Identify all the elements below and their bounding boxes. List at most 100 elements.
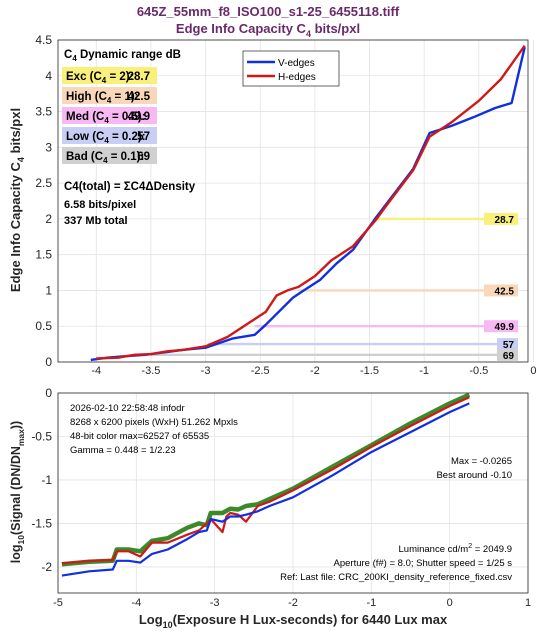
info-reference: Ref: Last file: CRC_200KI_density_refere… bbox=[280, 572, 512, 583]
top-ylabel-main: Edge Info Capacity C bbox=[8, 161, 23, 292]
dr-row-value: 42.5 bbox=[128, 91, 151, 103]
top-plot-frame bbox=[57, 39, 529, 363]
legend-h-edges-label: H-edges bbox=[278, 72, 316, 83]
series-line-h-edges bbox=[96, 45, 526, 360]
dr-row-low: Low (C4 = 0.2): bbox=[66, 131, 146, 145]
bottom-y-axis-label: log10(Signal (DN/DNmax)) bbox=[9, 421, 26, 563]
top-y-tick-label: 4 bbox=[45, 69, 52, 83]
dr-row-bad: Bad (C4 = 0.1): bbox=[66, 151, 144, 165]
info-best: Best around -0.10 bbox=[436, 470, 512, 481]
top-y-tick-label: 3.5 bbox=[35, 105, 52, 119]
info-datetime: 2026-02-10 22:58:48 infodr bbox=[70, 403, 185, 414]
bottom-x-tick-label: 1 bbox=[525, 597, 531, 609]
info-luminance-value: = 2049.9 bbox=[472, 544, 512, 555]
top-y-tick-label: 0.5 bbox=[35, 319, 52, 333]
info-pixels: 8268 x 6200 pixels (WxH) 51.262 Mpxls bbox=[70, 417, 238, 428]
figure-title-line2-post: bits/pxl bbox=[311, 21, 360, 36]
summary-total-mb: 337 Mb total bbox=[64, 215, 128, 227]
top-x-tick-label: -1.5 bbox=[360, 365, 379, 377]
reference-label: 49.9 bbox=[495, 322, 515, 333]
bottom-x-tick-label: -3 bbox=[210, 597, 220, 609]
reference-label-bg bbox=[497, 338, 518, 351]
info-aperture: Aperture (f#) = 8.0; Shutter speed = 1/2… bbox=[334, 558, 513, 569]
bottom-series bbox=[61, 392, 471, 577]
bottom-series-line-v_edges bbox=[61, 402, 470, 577]
top-series bbox=[90, 45, 526, 362]
reference-label-bg bbox=[484, 212, 518, 225]
top-legend: V-edges H-edges bbox=[242, 50, 340, 87]
bottom-chart-panel: -5 -4 -3 -2 -1 0 1 -2 -1.5 -1 -0.5 0 2026-02-10 22:… bbox=[9, 386, 531, 630]
info-color-depth: 48-bit color max=62527 of 65535 bbox=[70, 431, 209, 442]
reference-label-bg bbox=[484, 284, 518, 297]
top-x-tick-label: -3 bbox=[201, 365, 211, 377]
bottom-x-tick-label: -1 bbox=[366, 597, 376, 609]
bottom-ylabel-mid: (Signal (DN/DN bbox=[9, 446, 23, 535]
top-y-tick-label: 2.5 bbox=[35, 176, 52, 190]
dr-heading-c: C bbox=[64, 49, 72, 61]
dr-row-value: 69 bbox=[137, 151, 150, 163]
bottom-xlabel-post: (Exposure H Lux-seconds) for 6440 Lux ma… bbox=[173, 612, 448, 627]
figure-title-line2-main: Edge Info Capacity C bbox=[176, 21, 307, 36]
bottom-tick-labels: -5 -4 -3 -2 -1 0 1 -2 -1.5 -1 -0.5 0 bbox=[31, 386, 531, 609]
legend-box bbox=[242, 50, 340, 87]
dr-row-bg-med bbox=[62, 107, 157, 124]
dr-row-exc: Exc (C4 = 2): bbox=[66, 71, 133, 85]
bottom-ylabel-sub1: 10 bbox=[16, 535, 26, 545]
summary-bits-per-pixel: 6.58 bits/pixel bbox=[64, 199, 136, 211]
top-x-tick-label: -4 bbox=[91, 365, 101, 377]
bottom-x-axis-label: Log10(Exposure H Lux-seconds) for 6440 L… bbox=[139, 612, 448, 630]
bottom-x-tick-label: -2 bbox=[288, 597, 298, 609]
dr-row-value: 57 bbox=[137, 131, 150, 143]
dynamic-range-table: C4 Dynamic range dB Exc (C4 = 2):28.7 Hig… bbox=[62, 49, 181, 165]
top-x-tick-label: 0 bbox=[530, 365, 536, 377]
info-luminance-main: Luminance cd/m bbox=[399, 544, 469, 555]
reference-label: 69 bbox=[503, 351, 515, 362]
bottom-series-line-h_edges bbox=[61, 396, 470, 565]
top-x-tick-label: -0.5 bbox=[469, 365, 488, 377]
figure-title-line2: Edge Info Capacity C4 bits/pxl bbox=[176, 21, 360, 39]
dr-row-bg-high bbox=[62, 87, 157, 104]
dr-row-bg-low bbox=[62, 127, 157, 144]
summary-total-line: C4(total) = ΣC4ΔDensity bbox=[64, 181, 196, 193]
bottom-y-tick-label: -2 bbox=[41, 560, 52, 574]
bottom-y-tick-label: 0 bbox=[45, 386, 52, 400]
info-luminance: Luminance cd/m2 = 2049.9 bbox=[399, 543, 513, 555]
bottom-x-tick-label: -4 bbox=[131, 597, 141, 609]
dr-row-bg-bad bbox=[62, 147, 157, 164]
info-gamma: Gamma = 0.448 = 1/2.23 bbox=[70, 445, 176, 456]
top-x-tick-label: -2 bbox=[310, 365, 320, 377]
bottom-ylabel-post: )) bbox=[9, 421, 23, 429]
top-x-tick-label: -2.5 bbox=[251, 365, 270, 377]
bottom-y-tick-label: -1 bbox=[41, 473, 52, 487]
dr-row-value: 28.7 bbox=[128, 71, 150, 83]
top-y-tick-label: 1 bbox=[45, 283, 52, 297]
top-x-tick-label: -3.5 bbox=[141, 365, 160, 377]
top-y-tick-label: 3 bbox=[45, 140, 52, 154]
dr-heading-post: Dynamic range dB bbox=[77, 49, 181, 61]
info-max: Max = -0.0265 bbox=[451, 456, 512, 467]
dr-row-med: Med (C4 = 0.5): bbox=[66, 111, 146, 125]
dynamic-range-rows: Exc (C4 = 2):28.7 High (C4 = 1):42.5 Med (… bbox=[62, 67, 157, 165]
bottom-y-tick-label: -0.5 bbox=[31, 429, 52, 443]
reference-label: 28.7 bbox=[495, 215, 515, 226]
dr-row-high: High (C4 = 1): bbox=[66, 91, 139, 105]
reference-label-bg bbox=[484, 320, 518, 333]
bottom-x-tick-label: 0 bbox=[447, 597, 453, 609]
info-luminance-sup: 2 bbox=[468, 543, 472, 550]
reference-label: 42.5 bbox=[495, 286, 515, 297]
top-y-tick-label: 2 bbox=[45, 212, 52, 226]
dr-row-bg-exc bbox=[62, 67, 157, 84]
bottom-series-line-green bbox=[61, 392, 471, 567]
top-tick-labels: -4 -3.5 -3 -2.5 -2 -1.5 -1 -0.5 0 0 0.5 1 1.5 2 2.5 3 3.… bbox=[35, 33, 536, 377]
top-y-tick-label: 0 bbox=[45, 355, 52, 369]
bottom-ylabel-sub2: max bbox=[16, 429, 26, 446]
top-ylabel-sub: 4 bbox=[16, 157, 26, 162]
top-y-tick-label: 1.5 bbox=[35, 248, 52, 262]
bottom-xlabel-sub: 10 bbox=[163, 620, 173, 630]
dr-heading-sub: 4 bbox=[72, 54, 77, 63]
top-y-axis-label: Edge Info Capacity C4 bits/pxl bbox=[8, 108, 26, 292]
reference-label-bg bbox=[497, 348, 518, 361]
